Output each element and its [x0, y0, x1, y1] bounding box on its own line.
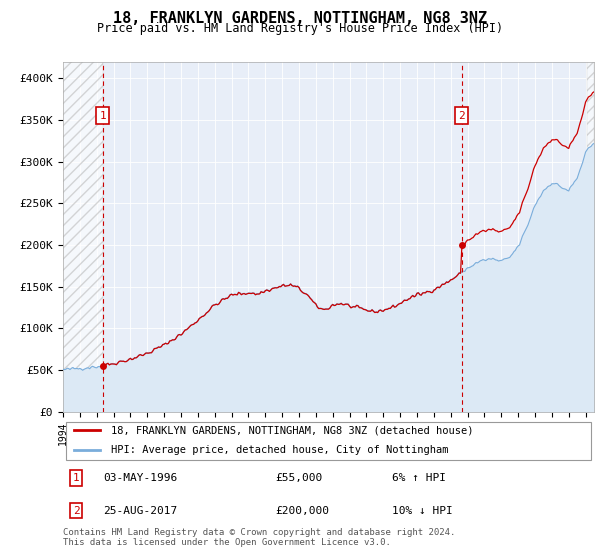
- Text: Contains HM Land Registry data © Crown copyright and database right 2024.
This d: Contains HM Land Registry data © Crown c…: [63, 528, 455, 547]
- Text: 18, FRANKLYN GARDENS, NOTTINGHAM, NG8 3NZ (detached house): 18, FRANKLYN GARDENS, NOTTINGHAM, NG8 3N…: [111, 425, 473, 435]
- Text: Price paid vs. HM Land Registry's House Price Index (HPI): Price paid vs. HM Land Registry's House …: [97, 22, 503, 35]
- Text: £55,000: £55,000: [275, 473, 323, 483]
- Bar: [63, 62, 103, 412]
- Bar: [587, 62, 594, 412]
- Text: 1: 1: [99, 111, 106, 121]
- Text: £200,000: £200,000: [275, 506, 329, 516]
- Text: 18, FRANKLYN GARDENS, NOTTINGHAM, NG8 3NZ: 18, FRANKLYN GARDENS, NOTTINGHAM, NG8 3N…: [113, 11, 487, 26]
- Text: 2: 2: [73, 506, 80, 516]
- Text: 10% ↓ HPI: 10% ↓ HPI: [392, 506, 453, 516]
- Text: 6% ↑ HPI: 6% ↑ HPI: [392, 473, 446, 483]
- Text: 25-AUG-2017: 25-AUG-2017: [103, 506, 177, 516]
- Text: 1: 1: [73, 473, 80, 483]
- Text: 03-MAY-1996: 03-MAY-1996: [103, 473, 177, 483]
- Text: HPI: Average price, detached house, City of Nottingham: HPI: Average price, detached house, City…: [111, 445, 448, 455]
- FancyBboxPatch shape: [65, 422, 592, 460]
- Text: 2: 2: [458, 111, 465, 121]
